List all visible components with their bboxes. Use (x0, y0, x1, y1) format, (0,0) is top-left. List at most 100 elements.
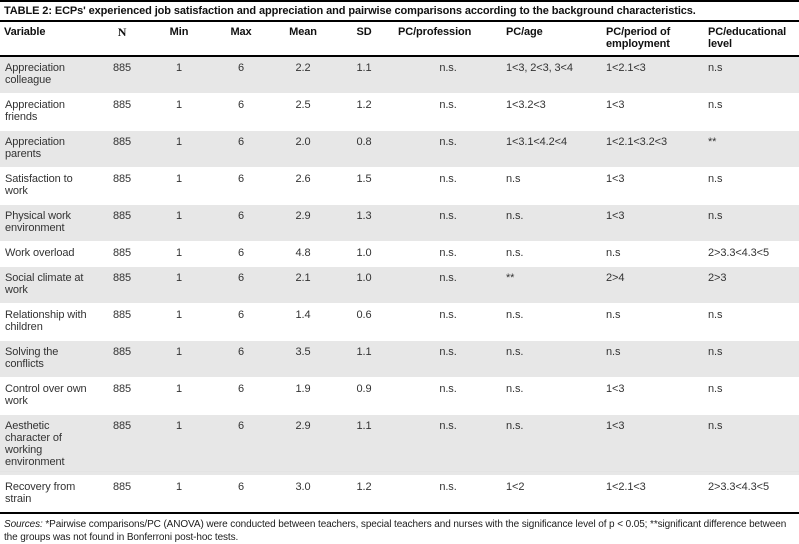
cell-min: 1 (175, 346, 183, 358)
cell-mean: 2.6 (295, 173, 311, 185)
cell-max: 6 (237, 99, 245, 111)
cell-pc-period: 1<3 (606, 383, 625, 395)
cell-sd: 0.6 (356, 309, 372, 321)
cell-variable: Solving the conflicts (5, 346, 59, 370)
cell-pc-age: ** (506, 272, 515, 284)
cell-pc-period: 1<3 (606, 210, 625, 222)
cell-pc-period: n.s (606, 247, 621, 259)
cell-min: 1 (175, 136, 183, 148)
cell-pc-profession: n.s. (439, 136, 457, 148)
cell-variable: Physical work environment (5, 210, 71, 234)
col-header-sd: SD (356, 26, 372, 38)
cell-sd: 1.1 (356, 62, 372, 74)
cell-sd: 1.3 (356, 210, 372, 222)
cell-n: 885 (112, 210, 132, 222)
cell-pc-profession: n.s. (439, 481, 457, 493)
col-header-n: N (117, 25, 127, 39)
cell-n: 885 (112, 309, 132, 321)
footnote-text: *Pairwise comparisons/PC (ANOVA) were co… (4, 519, 787, 543)
cell-pc-education: 2>3.3<4.3<5 (708, 481, 769, 493)
cell-pc-profession: n.s. (439, 99, 457, 111)
cell-variable: Appreciation parents (5, 136, 65, 160)
cell-mean: 4.8 (295, 247, 311, 259)
cell-pc-period: 1<3 (606, 420, 625, 432)
table-body: Appreciation colleague 885 1 6 2.2 1.1 n.s. 1<3… (0, 56, 799, 513)
cell-pc-age: n.s. (506, 383, 524, 395)
cell-n: 885 (112, 136, 132, 148)
cell-pc-profession: n.s. (439, 346, 457, 358)
cell-pc-profession: n.s. (439, 272, 457, 284)
col-header-min: Min (169, 26, 189, 38)
cell-pc-education: n.s (708, 383, 723, 395)
cell-pc-age: 1<3.1<4.2<4 (506, 136, 567, 148)
cell-pc-education: n.s (708, 346, 723, 358)
cell-max: 6 (237, 62, 245, 74)
cell-pc-education: n.s (708, 62, 723, 74)
cell-n: 885 (112, 481, 132, 493)
col-header-max: Max (230, 26, 252, 38)
cell-mean: 2.0 (295, 136, 311, 148)
col-header-pc-profession: PC/profession (398, 26, 472, 38)
table-row: Appreciation parents 885 1 6 2.0 0.8 n.s. 1<3.1… (0, 130, 799, 168)
cell-max: 6 (237, 247, 245, 259)
cell-n: 885 (112, 383, 132, 395)
table-row: Appreciation friends 885 1 6 2.5 1.2 n.s. 1<3.2… (0, 93, 799, 131)
cell-pc-education: n.s (708, 309, 723, 321)
cell-pc-period: 1<2.1<3.2<3 (606, 136, 667, 148)
table-title: TABLE 2: ECPs' experienced job satisfact… (4, 5, 696, 17)
cell-min: 1 (175, 420, 183, 432)
cell-min: 1 (175, 173, 183, 185)
col-header-pc-period: PC/period of employment (606, 26, 671, 50)
cell-pc-profession: n.s. (439, 420, 457, 432)
cell-n: 885 (112, 173, 132, 185)
cell-sd: 1.2 (356, 99, 372, 111)
cell-min: 1 (175, 247, 183, 259)
cell-pc-period: 1<3 (606, 173, 625, 185)
cell-pc-education: n.s (708, 173, 723, 185)
cell-pc-age: 1<3.2<3 (506, 99, 546, 111)
cell-pc-education: n.s (708, 99, 723, 111)
cell-pc-education: n.s (708, 420, 723, 432)
table-row: Work overload 885 1 6 4.8 1.0 n.s. n.s. n.s 2>3.3… (0, 241, 799, 267)
cell-n: 885 (112, 247, 132, 259)
cell-variable: Social climate at work (5, 272, 84, 296)
cell-pc-education: 2>3 (708, 272, 727, 284)
cell-pc-profession: n.s. (439, 309, 457, 321)
cell-max: 6 (237, 272, 245, 284)
col-header-pc-educational-level: PC/educational level (708, 26, 787, 50)
table-row: Social climate at work 885 1 6 2.1 1.0 n.s. ** 2… (0, 266, 799, 304)
stats-table: Variable N Min Max Mean SD PC/profession… (0, 20, 799, 514)
cell-max: 6 (237, 309, 245, 321)
cell-n: 885 (112, 420, 132, 432)
cell-pc-age: 1<3, 2<3, 3<4 (506, 62, 573, 74)
cell-variable: Aesthetic character of working environme… (5, 420, 65, 468)
cell-pc-period: n.s (606, 346, 621, 358)
cell-pc-profession: n.s. (439, 247, 457, 259)
cell-pc-profession: n.s. (439, 383, 457, 395)
cell-pc-period: 2>4 (606, 272, 625, 284)
cell-pc-education: 2>3.3<4.3<5 (708, 247, 769, 259)
table-row: Control over own work 885 1 6 1.9 0.9 n.s. n.s.… (0, 377, 799, 415)
cell-mean: 3.0 (295, 481, 311, 493)
cell-mean: 1.4 (295, 309, 311, 321)
cell-max: 6 (237, 383, 245, 395)
cell-sd: 1.5 (356, 173, 372, 185)
table-footnote: Sources: *Pairwise comparisons/PC (ANOVA… (0, 514, 799, 544)
cell-mean: 2.2 (295, 62, 311, 74)
header-row: Variable N Min Max Mean SD PC/profession… (0, 21, 799, 56)
footnote-source-label: Sources: (4, 519, 43, 530)
col-header-variable: Variable (4, 26, 46, 38)
cell-mean: 3.5 (295, 346, 311, 358)
cell-pc-period: n.s (606, 309, 621, 321)
cell-n: 885 (112, 272, 132, 284)
cell-variable: Appreciation colleague (5, 62, 65, 86)
cell-sd: 1.1 (356, 420, 372, 432)
cell-max: 6 (237, 346, 245, 358)
cell-variable: Work overload (5, 247, 75, 259)
cell-mean: 2.9 (295, 210, 311, 222)
cell-pc-age: n.s. (506, 247, 524, 259)
cell-sd: 1.0 (356, 272, 372, 284)
table-row: Appreciation colleague 885 1 6 2.2 1.1 n.s. 1<3… (0, 56, 799, 94)
table-row: Relationship with children 885 1 6 1.4 0.6 n.s… (0, 303, 799, 341)
